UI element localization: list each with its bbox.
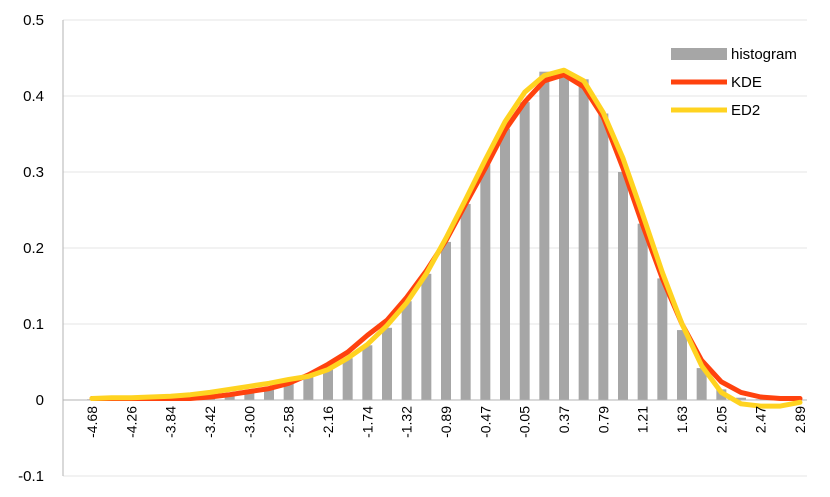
legend-label-kde: KDE <box>731 74 762 91</box>
histogram-bar <box>323 369 333 400</box>
histogram-bar <box>303 377 314 400</box>
y-axis-ticks: 0.5 0.4 0.3 0.2 0.1 0 -0.1 <box>18 12 44 485</box>
x-tick-label: -1.74 <box>359 406 375 438</box>
series-line-ed2 <box>89 67 803 409</box>
x-tick-label: -4.26 <box>123 406 139 438</box>
x-tick-label: -3.84 <box>163 406 179 438</box>
histogram-bar <box>637 223 648 400</box>
x-tick-label: -4.68 <box>84 406 100 438</box>
x-tick-label: -0.47 <box>477 406 493 438</box>
histogram-bars <box>87 71 805 401</box>
x-tick-label: -1.32 <box>399 406 415 438</box>
x-tick-label: -0.89 <box>438 406 454 438</box>
x-tick-label: 1.21 <box>635 406 651 433</box>
legend-label-histogram: histogram <box>731 46 797 63</box>
legend: histogram KDE ED2 <box>671 46 797 119</box>
histogram-bar <box>382 327 392 400</box>
histogram-bar <box>362 345 373 400</box>
y-tick-label: 0.1 <box>23 316 44 333</box>
x-tick-label: -0.05 <box>517 406 533 438</box>
histogram-bar <box>736 397 746 400</box>
x-tick-label: 0.79 <box>595 406 611 433</box>
x-tick-label: 2.47 <box>753 406 769 433</box>
histogram-bar <box>421 273 432 400</box>
histogram-bar <box>618 172 628 400</box>
histogram-bar <box>342 358 353 400</box>
x-tick-label: 0.37 <box>556 406 572 433</box>
histogram-bar <box>401 301 412 400</box>
histogram-bar <box>500 128 510 400</box>
histogram-bar <box>264 387 274 400</box>
histogram-bar <box>677 330 687 400</box>
histogram-bar <box>578 79 589 400</box>
legend-label-ed2: ED2 <box>731 102 760 119</box>
gridlines <box>63 19 807 477</box>
histogram-bar <box>441 241 451 400</box>
x-tick-label: 2.05 <box>713 406 729 433</box>
histogram-bar <box>539 71 550 401</box>
histogram-bar <box>598 113 609 400</box>
histogram-bar <box>244 391 255 400</box>
histogram-bar <box>559 73 569 400</box>
x-tick-label: 1.63 <box>674 406 690 433</box>
y-tick-label: 0.3 <box>23 164 44 181</box>
x-axis-ticks: -4.68 -4.26 -3.84 -3.42 -3.00 -2.58 -2.16 -1.74… <box>84 406 808 438</box>
histogram-bar <box>519 102 530 400</box>
y-tick-label: 0.4 <box>23 88 44 105</box>
y-tick-label: -0.1 <box>18 468 44 485</box>
x-tick-label: -3.42 <box>202 406 218 438</box>
x-tick-label: -2.16 <box>320 406 336 438</box>
y-tick-label: 0.5 <box>23 12 44 29</box>
y-tick-label: 0.2 <box>23 240 44 257</box>
x-tick-label: -2.58 <box>281 406 297 438</box>
histogram-bar <box>657 278 668 400</box>
y-tick-label: 0 <box>36 392 44 409</box>
series-lines <box>89 67 803 409</box>
histogram-bar <box>283 383 294 400</box>
x-tick-label: -3.00 <box>241 406 257 438</box>
histogram-bar <box>696 368 707 400</box>
x-tick-label: 2.89 <box>792 406 808 433</box>
histogram-bar <box>480 164 491 400</box>
histogram-bar <box>460 203 471 400</box>
legend-swatch-histogram <box>671 48 727 60</box>
